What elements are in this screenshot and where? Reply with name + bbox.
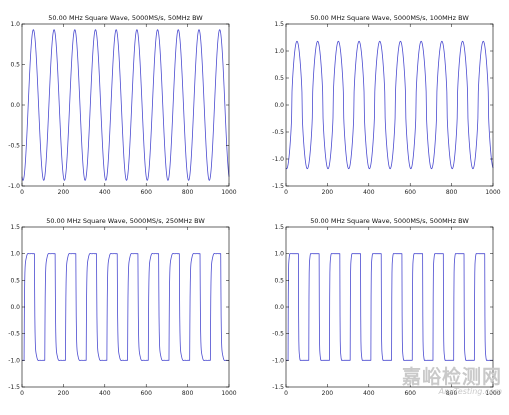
y-tick-label: 0.0 [10,304,20,311]
chart-panel-2: 50.00 MHz Square Wave, 5000MS/s, 100MHz … [272,14,501,196]
y-tick-label: -0.5 [8,331,20,338]
x-tick-label: 1000 [485,390,500,397]
y-tick-label: 0.0 [274,102,284,109]
x-tick-label: 600 [140,189,152,196]
plot-frame [21,23,230,187]
y-tick-label: -0.5 [8,143,20,150]
y-tick-label: 1.0 [10,251,20,258]
x-tick-label: 600 [404,189,416,196]
x-tick-label: 200 [322,189,334,196]
y-tick-label: -1.5 [8,384,20,391]
x-tick-label: 600 [140,390,152,397]
plot-frame [285,23,494,187]
chart-title: 50.00 MHz Square Wave, 5000MS/s, 50MHz B… [48,14,203,22]
x-tick-label: 0 [284,390,288,397]
y-tick-label: 0.5 [274,277,284,284]
y-tick-label: -0.5 [272,129,284,136]
y-tick-label: 0.5 [10,62,20,69]
y-tick-label: -1.0 [8,183,20,190]
x-tick-label: 0 [20,390,24,397]
x-tick-label: 400 [363,189,375,196]
y-tick-label: 1.0 [10,21,20,28]
y-tick-label: 1.0 [274,48,284,55]
y-tick-label: 1.5 [10,224,20,231]
x-tick-label: 600 [404,390,416,397]
chart-title: 50.00 MHz Square Wave, 5000MS/s, 500MHz … [310,217,469,225]
x-tick-label: 800 [446,390,458,397]
y-tick-label: -1.5 [272,384,284,391]
y-tick-label: 1.5 [274,21,284,28]
x-tick-label: 1000 [485,189,500,196]
series-line [285,40,494,170]
plot-frame [21,226,230,388]
y-tick-label: -1.0 [272,156,284,163]
series-line [21,253,230,361]
x-tick-label: 1000 [221,189,236,196]
x-tick-label: 0 [284,189,288,196]
y-tick-label: -1.0 [272,357,284,364]
y-tick-label: -0.5 [272,331,284,338]
x-tick-label: 800 [182,390,194,397]
x-tick-label: 0 [20,189,24,196]
x-tick-label: 200 [58,189,70,196]
series-line [285,253,494,361]
y-tick-label: 0.0 [274,304,284,311]
x-tick-label: 200 [58,390,70,397]
y-tick-label: 1.5 [274,224,284,231]
x-tick-label: 400 [363,390,375,397]
y-tick-label: 0.5 [274,75,284,82]
x-tick-label: 1000 [221,390,236,397]
chart-panel-4: 50.00 MHz Square Wave, 5000MS/s, 500MHz … [272,217,501,397]
plot-frame [285,226,494,388]
x-tick-label: 800 [182,189,194,196]
chart-title: 50.00 MHz Square Wave, 5000MS/s, 100MHz … [310,14,469,22]
x-tick-label: 200 [322,390,334,397]
chart-panel-3: 50.00 MHz Square Wave, 5000MS/s, 250MHz … [8,217,237,397]
y-tick-label: -1.0 [8,357,20,364]
series-line [21,29,230,181]
chart-panel-1: 50.00 MHz Square Wave, 5000MS/s, 50MHz B… [8,14,237,196]
x-tick-label: 800 [446,189,458,196]
x-tick-label: 400 [99,390,111,397]
y-tick-label: 0.5 [10,277,20,284]
x-tick-label: 400 [99,189,111,196]
y-tick-label: 0.0 [10,102,20,109]
y-tick-label: -1.5 [272,183,284,190]
chart-title: 50.00 MHz Square Wave, 5000MS/s, 250MHz … [46,217,205,225]
y-tick-label: 1.0 [274,251,284,258]
